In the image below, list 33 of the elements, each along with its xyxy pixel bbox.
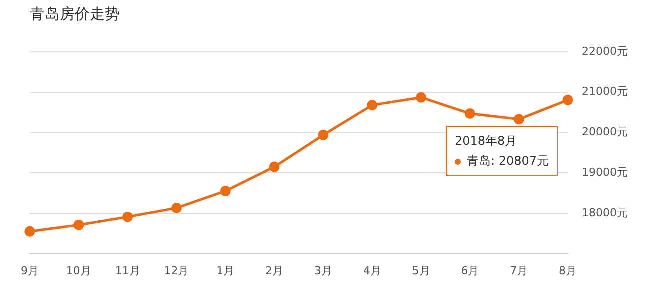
chart-title: 青岛房价走势 <box>30 4 120 23</box>
x-tick-label: 8月 <box>559 264 578 278</box>
point <box>122 212 134 222</box>
point <box>367 100 378 111</box>
y-tick-label: 22000元 <box>582 44 628 58</box>
y-tick-label: 20000元 <box>582 126 628 139</box>
y-tick-label: 21000元 <box>582 85 628 98</box>
x-tick-label: 1月 <box>216 264 235 278</box>
point <box>74 220 84 230</box>
x-tick-label: 5月 <box>412 264 430 278</box>
annotation: 2018年8月 <box>455 134 518 148</box>
point <box>318 130 329 140</box>
x-tick-label: 7月 <box>510 264 528 278</box>
point <box>562 94 574 106</box>
point <box>24 226 36 237</box>
x-tick-label: 6月 <box>461 264 480 278</box>
x-tick-label: 11月 <box>115 264 140 278</box>
x-tick-label: 9月 <box>21 264 39 278</box>
annotation: 青岛: 20807元 <box>467 154 550 168</box>
point <box>416 92 427 103</box>
y-tick-label: 18000元 <box>582 206 628 220</box>
x-tick-label: 12月 <box>164 264 190 278</box>
point <box>514 114 524 125</box>
point <box>171 202 182 214</box>
y-tick-label: 19000元 <box>582 166 628 179</box>
x-tick-label: 2月 <box>266 264 284 278</box>
tooltip-box: 2018年8月 青岛: 20807元 <box>446 126 558 176</box>
x-tick-label: 3月 <box>314 264 332 278</box>
x-tick-label: 4月 <box>363 264 382 278</box>
point <box>269 162 280 172</box>
x-tick-label: 10月 <box>66 264 92 278</box>
point <box>464 108 476 119</box>
point <box>220 186 231 196</box>
